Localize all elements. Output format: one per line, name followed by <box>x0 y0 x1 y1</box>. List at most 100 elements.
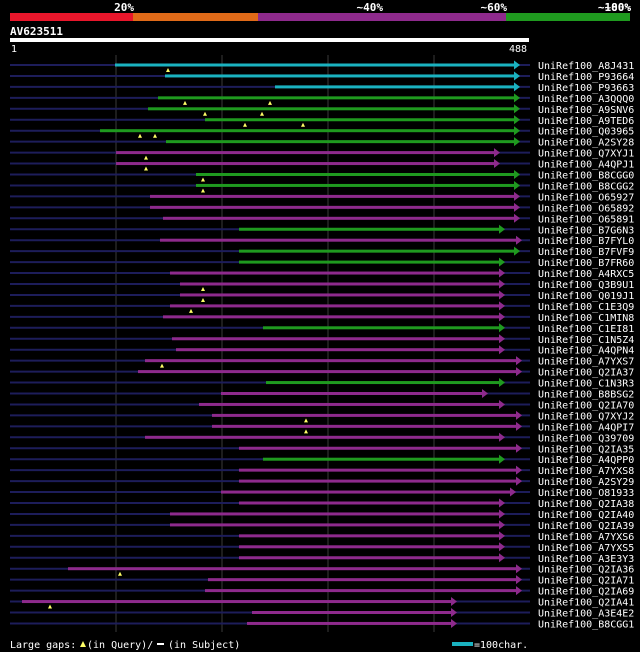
hit-end-arrow-icon <box>514 82 520 92</box>
hit-label[interactable]: UniRef100_B7FVF9 <box>538 247 634 258</box>
hit-row: UniRef100_B8BSG2 <box>10 389 634 401</box>
hit-label[interactable]: UniRef100_A7YXS5 <box>538 543 634 554</box>
hit-row: UniRef100_O65891 <box>10 213 634 225</box>
query-gap-marker-icon <box>201 188 205 193</box>
legend-label: ~80% <box>605 1 632 14</box>
hit-label[interactable]: UniRef100_A2SY29 <box>538 477 634 488</box>
legend-swatch <box>382 13 506 21</box>
hit-label[interactable]: UniRef100_O65891 <box>538 214 634 225</box>
hit-alignment-bar <box>263 326 501 330</box>
hit-label[interactable]: UniRef100_A4QPI7 <box>538 422 634 433</box>
query-gap-marker-icon <box>183 100 187 105</box>
hit-label[interactable]: UniRef100_A9TED6 <box>538 116 634 127</box>
query-gap-marker-icon <box>243 122 247 127</box>
query-gap-marker-icon <box>201 287 205 291</box>
hit-alignment-bar <box>239 260 501 264</box>
hit-alignment-bar <box>212 424 518 428</box>
hit-label[interactable]: UniRef100_B8CGG1 <box>538 619 634 630</box>
hit-row: UniRef100_Q7XYJ2 <box>10 410 634 423</box>
hit-label[interactable]: UniRef100_C1MIN8 <box>538 313 634 324</box>
hit-end-arrow-icon <box>499 542 505 552</box>
hit-alignment-bar <box>263 457 501 461</box>
legend-swatch <box>258 13 382 21</box>
hit-end-arrow-icon <box>499 345 505 355</box>
hit-end-arrow-icon <box>499 224 505 234</box>
hit-row: UniRef100_A4QPJ1 <box>10 159 634 171</box>
hit-row: UniRef100_Q019J1 <box>10 290 634 302</box>
hit-label[interactable]: UniRef100_Q2IA36 <box>538 565 634 576</box>
hit-row: UniRef100_O81933 <box>10 487 634 499</box>
hit-label[interactable]: UniRef100_A9SNV6 <box>538 105 634 116</box>
hit-label[interactable]: UniRef100_A4QPJ1 <box>538 160 634 171</box>
hit-label[interactable]: UniRef100_A4QPP0 <box>538 455 634 466</box>
hit-label[interactable]: UniRef100_Q7XYJ1 <box>538 149 634 160</box>
hit-label[interactable]: UniRef100_C1EI81 <box>538 324 634 335</box>
hit-row: UniRef100_A3E4E2 <box>10 608 634 620</box>
hit-label[interactable]: UniRef100_A7YXS7 <box>538 357 634 368</box>
hit-alignment-bar <box>150 205 516 209</box>
hit-label[interactable]: UniRef100_Q2IA71 <box>538 576 634 587</box>
hit-label[interactable]: UniRef100_A3QQQ0 <box>538 94 634 105</box>
hit-label[interactable]: UniRef100_Q03965 <box>538 127 634 138</box>
hit-label[interactable]: UniRef100_Q019J1 <box>538 291 634 302</box>
hit-alignment-bar <box>266 381 501 385</box>
hit-end-arrow-icon <box>514 137 520 147</box>
hit-label[interactable]: UniRef100_B7FYL0 <box>538 236 634 247</box>
legend-swatch <box>10 13 133 21</box>
hit-end-arrow-icon <box>516 356 522 366</box>
hit-label[interactable]: UniRef100_C1N3R3 <box>538 379 634 390</box>
hit-label[interactable]: UniRef100_B7G6N3 <box>538 225 634 236</box>
query-gap-marker-icon <box>201 297 205 302</box>
hit-row: UniRef100_P93663 <box>10 82 634 94</box>
hit-alignment-bar <box>145 359 518 363</box>
hit-alignment-bar <box>145 435 501 439</box>
hit-label[interactable]: UniRef100_A3E3Y3 <box>538 554 634 565</box>
hit-label[interactable]: UniRef100_O65927 <box>538 192 634 203</box>
hit-label[interactable]: UniRef100_Q2IA41 <box>538 598 634 609</box>
hit-row: UniRef100_A2SY28 <box>10 137 634 149</box>
hit-alignment-bar <box>158 96 516 100</box>
hit-end-arrow-icon <box>510 487 516 497</box>
hit-alignment-bar <box>116 162 496 166</box>
hit-label[interactable]: UniRef100_B8CGG0 <box>538 171 634 182</box>
hit-end-arrow-icon <box>499 323 505 333</box>
hit-label[interactable]: UniRef100_A4RXC5 <box>538 269 634 280</box>
hit-label[interactable]: UniRef100_Q2IA37 <box>538 368 634 379</box>
hit-end-arrow-icon <box>514 213 520 223</box>
hit-label[interactable]: UniRef100_Q7XYJ2 <box>538 411 634 422</box>
hit-label[interactable]: UniRef100_B7FR60 <box>538 258 634 269</box>
hit-label[interactable]: UniRef100_Q39709 <box>538 433 634 444</box>
hit-end-arrow-icon <box>499 520 505 530</box>
hit-label[interactable]: UniRef100_A3E4E2 <box>538 609 634 620</box>
hit-label[interactable]: UniRef100_B8CGG2 <box>538 181 634 192</box>
hit-label[interactable]: UniRef100_B8BSG2 <box>538 390 634 401</box>
hit-label[interactable]: UniRef100_P93664 <box>538 72 634 83</box>
hit-label[interactable]: UniRef100_Q2IA70 <box>538 400 634 411</box>
hit-label[interactable]: UniRef100_Q2IA35 <box>538 444 634 455</box>
hit-label[interactable]: UniRef100_A7YXS6 <box>538 532 634 543</box>
hit-alignment-bar <box>170 512 501 516</box>
hit-label[interactable]: UniRef100_Q3B9U1 <box>538 280 634 291</box>
hit-end-arrow-icon <box>451 618 457 628</box>
hit-row: UniRef100_O65892 <box>10 202 634 214</box>
hit-label[interactable]: UniRef100_A7YXS8 <box>538 466 634 477</box>
hit-label[interactable]: UniRef100_C1N5Z4 <box>538 335 634 346</box>
hit-label[interactable]: UniRef100_Q2IA39 <box>538 521 634 532</box>
footer-scale-label: =100char. <box>474 640 528 651</box>
hit-label[interactable]: UniRef100_C1E3Q9 <box>538 302 634 313</box>
hit-label[interactable]: UniRef100_O81933 <box>538 488 634 499</box>
hit-label[interactable]: UniRef100_P93663 <box>538 83 634 94</box>
hit-alignment-bar <box>239 468 518 472</box>
hit-row: UniRef100_C1MIN8 <box>10 312 634 324</box>
hit-label[interactable]: UniRef100_Q2IA69 <box>538 587 634 598</box>
hit-label[interactable]: UniRef100_O65892 <box>538 203 634 214</box>
hit-label[interactable]: UniRef100_Q2IA38 <box>538 499 634 510</box>
hit-label[interactable]: UniRef100_Q2IA40 <box>538 510 634 521</box>
subject-gap-marker-icon <box>157 643 164 645</box>
hit-label[interactable]: UniRef100_A4QPN4 <box>538 346 634 357</box>
query-id: AV623511 <box>10 25 63 38</box>
hit-alignment-bar <box>138 370 518 374</box>
hit-label[interactable]: UniRef100_A2SY28 <box>538 138 634 149</box>
hit-label[interactable]: UniRef100_A8J431 <box>538 61 634 72</box>
hit-row: UniRef100_A7YXS6 <box>10 531 634 543</box>
